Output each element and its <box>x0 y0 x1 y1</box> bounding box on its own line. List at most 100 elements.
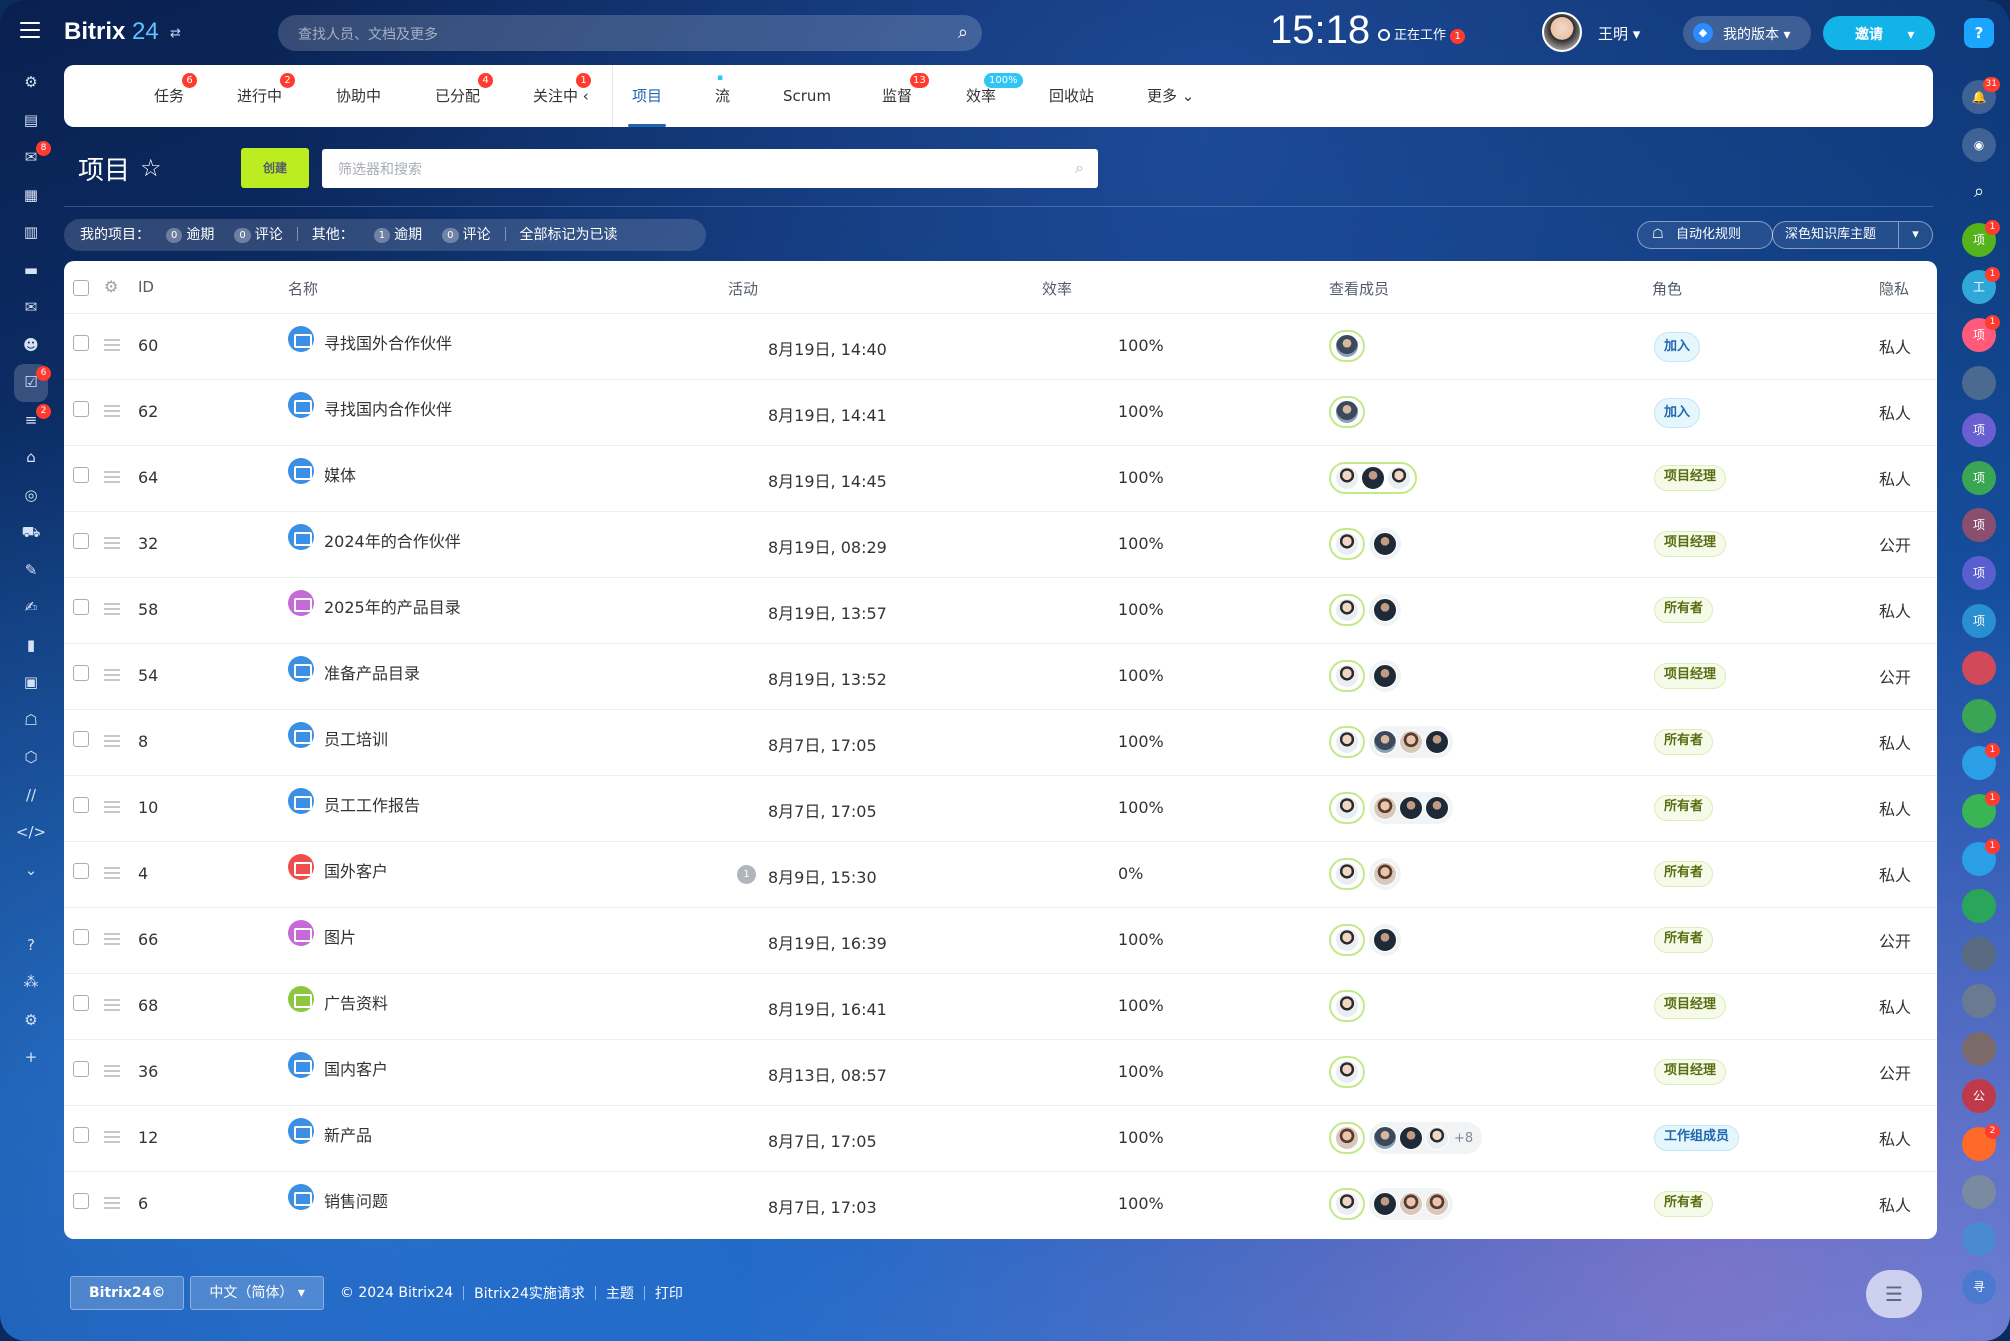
members[interactable] <box>1329 462 1421 494</box>
gear-icon[interactable]: ⚙ <box>24 1010 38 1029</box>
avatar[interactable] <box>1335 1060 1359 1084</box>
news-icon[interactable]: ▤ <box>23 110 39 129</box>
avatar[interactable] <box>1373 598 1397 622</box>
members[interactable] <box>1329 792 1457 824</box>
recent-chat-21[interactable] <box>1962 1222 1996 1257</box>
avatar[interactable] <box>1335 730 1359 754</box>
global-search-input[interactable]: 查找人员、文档及更多 ⌕ <box>278 15 982 51</box>
drag-handle-icon[interactable] <box>104 1065 120 1080</box>
recent-chat-8[interactable]: 项 <box>1962 603 1996 638</box>
member-group[interactable] <box>1329 924 1365 956</box>
chart-icon[interactable]: ▮ <box>26 635 36 654</box>
tab-10[interactable]: 回收站 <box>1049 87 1095 105</box>
chevron-down-icon[interactable]: ▾ <box>1898 222 1932 248</box>
drag-handle-icon[interactable] <box>104 471 120 486</box>
members[interactable] <box>1329 396 1369 428</box>
project-name[interactable]: 广告资料 <box>324 994 389 1013</box>
avatar[interactable] <box>1335 466 1359 490</box>
recent-chat-6[interactable]: 项 <box>1962 508 1996 543</box>
avatar[interactable] <box>1425 796 1449 820</box>
project-name[interactable]: 寻找国内合作伙伴 <box>324 400 453 419</box>
search-icon[interactable]: ⌕ <box>1973 181 1985 203</box>
box-icon[interactable]: ⬡ <box>24 748 38 766</box>
recent-chat-9[interactable] <box>1962 651 1996 686</box>
pen-icon[interactable]: ✍ <box>24 598 38 616</box>
avatar[interactable] <box>1335 1126 1359 1150</box>
drag-handle-icon[interactable] <box>104 801 120 816</box>
avatar[interactable] <box>1335 1192 1359 1216</box>
member-group[interactable] <box>1369 594 1401 626</box>
table-row[interactable]: 10 员工工作报告 8月7日, 17:05 100% 所有者 私人 <box>64 776 1937 842</box>
table-row[interactable]: 36 国内客户 8月13日, 08:57 100% 项目经理 公开 <box>64 1040 1937 1106</box>
avatar[interactable] <box>1425 1192 1449 1216</box>
project-name[interactable]: 图片 <box>324 928 357 947</box>
avatar[interactable] <box>1399 1192 1423 1216</box>
row-checkbox[interactable] <box>73 995 89 1011</box>
member-group[interactable] <box>1329 528 1365 560</box>
star-icon[interactable]: ☆ <box>140 154 162 182</box>
drag-handle-icon[interactable] <box>104 339 120 354</box>
more-members[interactable]: +8 <box>1454 1130 1474 1146</box>
tab-3[interactable]: 已分配 4 <box>435 65 493 127</box>
menu-icon[interactable] <box>20 22 40 38</box>
members[interactable] <box>1329 330 1369 362</box>
recent-chat-14[interactable] <box>1962 889 1996 924</box>
header-activity[interactable]: 活动 <box>728 280 759 298</box>
project-name[interactable]: 国内客户 <box>324 1060 389 1079</box>
header-members[interactable]: 查看成员 <box>1329 280 1390 298</box>
row-checkbox[interactable] <box>73 335 89 351</box>
members[interactable]: +8 <box>1329 1122 1486 1154</box>
member-group[interactable] <box>1329 594 1365 626</box>
market-icon[interactable]: // <box>25 785 37 804</box>
member-group[interactable] <box>1329 990 1365 1022</box>
avatar[interactable] <box>1335 400 1359 424</box>
filter-icon[interactable]: ≡ 2 <box>14 402 51 440</box>
overdue-count[interactable]: 0 <box>166 228 183 243</box>
print-link[interactable]: 打印 <box>654 1286 683 1302</box>
member-group[interactable] <box>1329 330 1365 362</box>
select-all-checkbox[interactable] <box>73 280 89 296</box>
project-name[interactable]: 准备产品目录 <box>324 664 421 683</box>
chat-icon[interactable]: ✉ 8 <box>14 139 51 177</box>
language-select[interactable]: 中文（简体） ▾ <box>190 1276 324 1310</box>
members[interactable] <box>1329 858 1405 890</box>
avatar[interactable] <box>1335 598 1359 622</box>
brand-button[interactable]: Bitrix24© <box>70 1276 185 1310</box>
tab-2[interactable]: 协助中 <box>336 87 382 105</box>
feed-icon[interactable]: ⚙ <box>24 73 38 91</box>
role-badge[interactable]: 加入 <box>1654 332 1701 362</box>
member-group[interactable] <box>1369 528 1401 560</box>
members[interactable] <box>1329 924 1405 956</box>
drag-handle-icon[interactable] <box>104 405 120 420</box>
avatar[interactable] <box>1335 796 1359 820</box>
robot-icon[interactable]: ☖ <box>24 710 38 729</box>
tab-0[interactable]: 任务 6 <box>154 65 197 127</box>
member-group[interactable] <box>1369 924 1401 956</box>
recent-chat-4[interactable]: 项 <box>1962 413 1996 448</box>
member-group[interactable] <box>1329 660 1365 692</box>
cart-icon[interactable]: ⛟ <box>21 523 41 541</box>
other-overdue-filter[interactable]: 逾期 <box>394 227 423 243</box>
other-overdue-count[interactable]: 1 <box>373 228 391 243</box>
plus-icon[interactable]: + <box>24 1048 38 1066</box>
tab-9[interactable]: 效率 100% <box>966 65 1023 127</box>
member-group[interactable] <box>1329 462 1417 494</box>
row-checkbox[interactable] <box>73 731 89 747</box>
members[interactable] <box>1329 660 1405 692</box>
comment-count[interactable]: 0 <box>234 228 251 243</box>
row-checkbox[interactable] <box>73 1193 89 1209</box>
user-name[interactable]: 王明 ▾ <box>1598 25 1641 43</box>
avatar[interactable] <box>1373 796 1397 820</box>
avatar[interactable] <box>1373 730 1397 754</box>
tab-5[interactable]: 项目 <box>627 65 667 127</box>
recent-chat-12[interactable]: 1 <box>1962 790 2000 828</box>
header-name[interactable]: 名称 <box>288 280 319 298</box>
member-group[interactable] <box>1369 858 1401 890</box>
recent-chat-11[interactable]: 1 <box>1962 743 2000 781</box>
header-efficiency[interactable]: 效率 <box>1042 280 1073 298</box>
member-group[interactable] <box>1369 726 1453 758</box>
recent-chat-13[interactable]: 1 <box>1962 838 2000 876</box>
table-row[interactable]: 68 广告资料 8月19日, 16:41 100% 项目经理 私人 <box>64 974 1937 1040</box>
drive-icon[interactable]: ▬ <box>23 260 39 279</box>
